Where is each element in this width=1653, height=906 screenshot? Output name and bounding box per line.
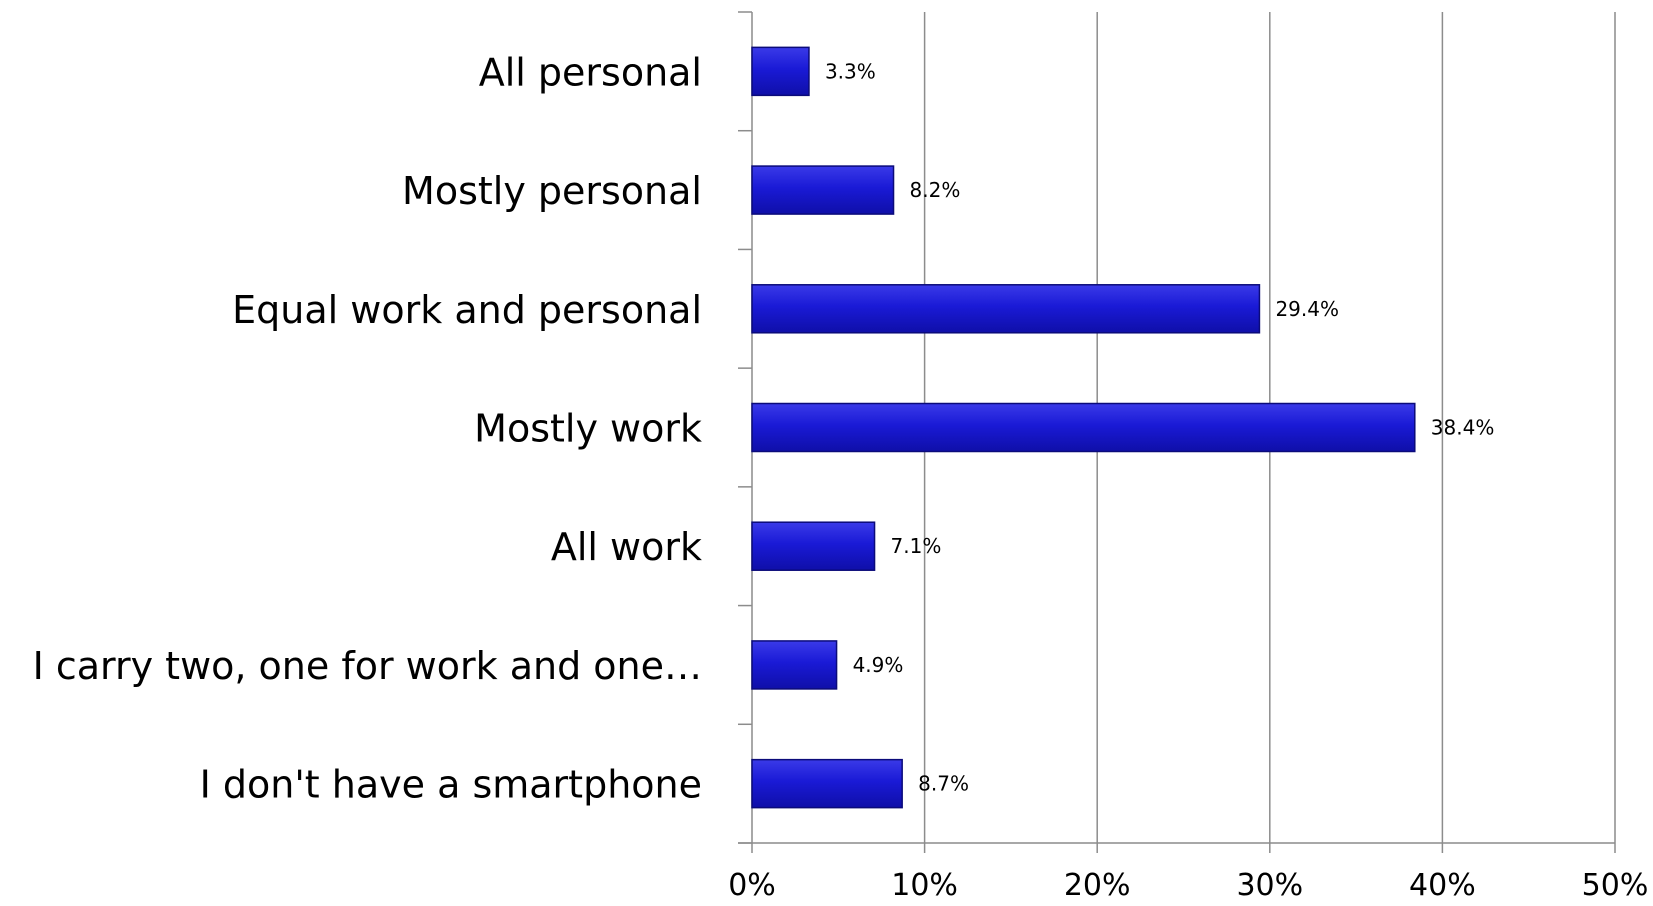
bar xyxy=(751,165,895,215)
x-tick-label: 40% xyxy=(1409,868,1476,903)
x-tick-label: 20% xyxy=(1064,868,1131,903)
data-label: 29.4% xyxy=(1275,297,1339,321)
bar xyxy=(751,521,876,571)
bar xyxy=(751,758,903,809)
category-label: All personal xyxy=(479,50,702,94)
data-label: 38.4% xyxy=(1431,416,1495,440)
category-label: Mostly personal xyxy=(402,169,702,213)
x-tick-label: 10% xyxy=(891,868,958,903)
data-label: 3.3% xyxy=(825,59,876,83)
x-tick-label: 30% xyxy=(1236,868,1303,903)
category-label: I carry two, one for work and one… xyxy=(33,644,702,688)
category-label: Equal work and personal xyxy=(232,288,702,332)
x-tick-label: 0% xyxy=(728,868,776,903)
labels: 0% 10% 20% 30% 40% 50% All personal 3.3% Mostly … xyxy=(33,50,1649,903)
bar xyxy=(751,402,1416,453)
data-label: 8.7% xyxy=(918,772,969,796)
x-tick-label: 50% xyxy=(1582,868,1649,903)
data-label: 8.2% xyxy=(910,178,961,202)
data-label: 7.1% xyxy=(891,534,942,558)
bar xyxy=(751,640,838,690)
category-label: Mostly work xyxy=(474,407,702,451)
bar xyxy=(751,46,810,97)
bar xyxy=(751,284,1261,334)
category-label: All work xyxy=(551,525,702,569)
data-label: 4.9% xyxy=(853,653,904,677)
category-label: I don't have a smartphone xyxy=(200,763,702,807)
bars xyxy=(751,46,1416,809)
